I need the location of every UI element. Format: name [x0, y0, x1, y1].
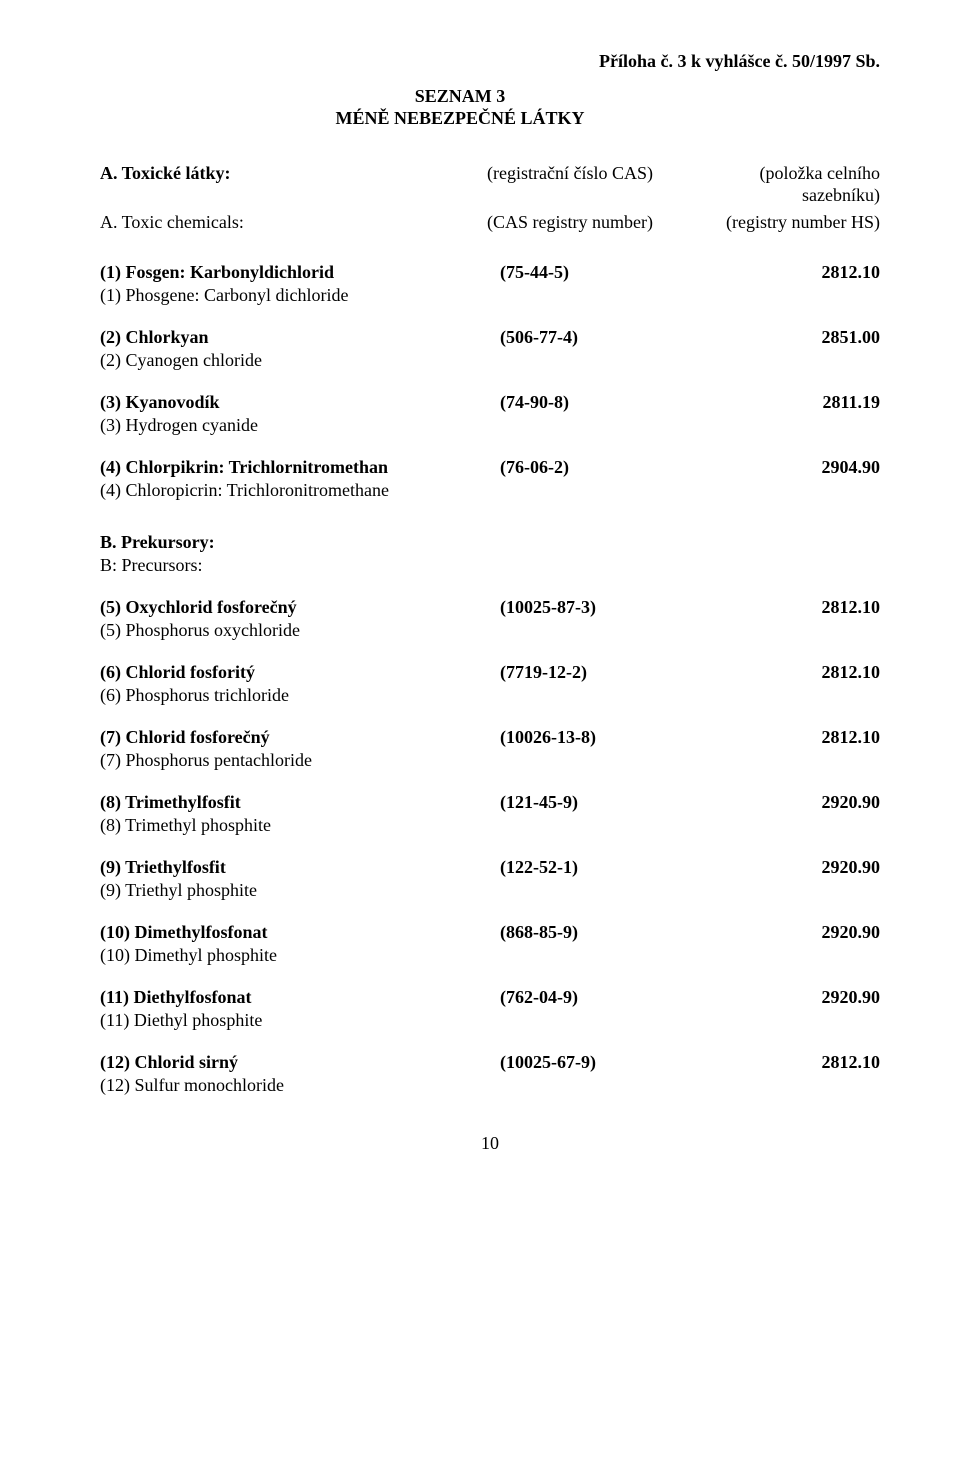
hs-code: 2812.10: [680, 1051, 880, 1074]
chemical-entry: (6) Chlorid fosforitý (7719-12-2) 2812.1…: [100, 661, 880, 706]
chemical-entry: (1) Fosgen: Karbonyldichlorid (75-44-5) …: [100, 261, 880, 306]
section-a-header: A. Toxické látky: (registrační číslo CAS…: [100, 162, 880, 234]
chemical-name-cz: (2) Chlorkyan: [100, 326, 500, 349]
chemical-entry: (9) Triethylfosfit (122-52-1) 2920.90 (9…: [100, 856, 880, 901]
chemical-name-en: (11) Diethyl phosphite: [100, 1009, 880, 1032]
chemical-entry: (2) Chlorkyan (506-77-4) 2851.00 (2) Cya…: [100, 326, 880, 371]
chemical-name-en: (5) Phosphorus oxychloride: [100, 619, 880, 642]
chemical-name-en: (3) Hydrogen cyanide: [100, 414, 880, 437]
chemical-name-cz: (6) Chlorid fosforitý: [100, 661, 500, 684]
cas-number: (10025-67-9): [500, 1051, 680, 1074]
chemical-name-cz: (11) Diethylfosfonat: [100, 986, 500, 1009]
hs-code: 2812.10: [680, 661, 880, 684]
hs-code: 2812.10: [680, 596, 880, 619]
cas-number: (10026-13-8): [500, 726, 680, 749]
section-a-label-en: A. Toxic chemicals:: [100, 211, 460, 234]
hs-code: 2920.90: [680, 921, 880, 944]
chemical-name-en: (1) Phosgene: Carbonyl dichloride: [100, 284, 880, 307]
hs-code: 2812.10: [680, 261, 880, 284]
hs-code: 2920.90: [680, 791, 880, 814]
chemical-name-cz: (9) Triethylfosfit: [100, 856, 500, 879]
chemical-name-en: (9) Triethyl phosphite: [100, 879, 880, 902]
chemical-entry: (4) Chlorpikrin: Trichlornitromethan (76…: [100, 456, 880, 501]
chemical-name-cz: (12) Chlorid sirný: [100, 1051, 500, 1074]
chemical-name-en: (6) Phosphorus trichloride: [100, 684, 880, 707]
attachment-header: Příloha č. 3 k vyhlášce č. 50/1997 Sb.: [100, 50, 880, 73]
cas-number: (121-45-9): [500, 791, 680, 814]
chemical-name-cz: (10) Dimethylfosfonat: [100, 921, 500, 944]
heading-line-2: MÉNĚ NEBEZPEČNÉ LÁTKY: [40, 107, 880, 130]
chemical-name-en: (2) Cyanogen chloride: [100, 349, 880, 372]
chemical-entry: (11) Diethylfosfonat (762-04-9) 2920.90 …: [100, 986, 880, 1031]
section-b-header: B. Prekursory: B: Precursors:: [100, 531, 880, 576]
chemical-name-en: (10) Dimethyl phosphite: [100, 944, 880, 967]
col-header-hs-en: (registry number HS): [680, 211, 880, 234]
chemical-name-en: (12) Sulfur monochloride: [100, 1074, 880, 1097]
chemical-name-en: (7) Phosphorus pentachloride: [100, 749, 880, 772]
section-a-label-cz: A. Toxické látky:: [100, 162, 460, 207]
chemical-entry: (7) Chlorid fosforečný (10026-13-8) 2812…: [100, 726, 880, 771]
hs-code: 2920.90: [680, 986, 880, 1009]
col-header-cas-en: (CAS registry number): [460, 211, 680, 234]
chemical-name-en: (4) Chloropicrin: Trichloronitromethane: [100, 479, 880, 502]
cas-number: (762-04-9): [500, 986, 680, 1009]
chemical-entry: (10) Dimethylfosfonat (868-85-9) 2920.90…: [100, 921, 880, 966]
chemical-name-cz: (7) Chlorid fosforečný: [100, 726, 500, 749]
cas-number: (7719-12-2): [500, 661, 680, 684]
hs-code: 2811.19: [680, 391, 880, 414]
cas-number: (10025-87-3): [500, 596, 680, 619]
hs-code: 2851.00: [680, 326, 880, 349]
document-heading: SEZNAM 3 MÉNĚ NEBEZPEČNÉ LÁTKY: [40, 85, 880, 130]
chemical-entry: (8) Trimethylfosfit (121-45-9) 2920.90 (…: [100, 791, 880, 836]
hs-code: 2920.90: [680, 856, 880, 879]
cas-number: (75-44-5): [500, 261, 680, 284]
chemical-name-cz: (3) Kyanovodík: [100, 391, 500, 414]
cas-number: (868-85-9): [500, 921, 680, 944]
section-b-label-cz: B. Prekursory:: [100, 531, 880, 554]
page-number: 10: [100, 1132, 880, 1155]
section-b-label-en: B: Precursors:: [100, 554, 880, 577]
chemical-entry: (3) Kyanovodík (74-90-8) 2811.19 (3) Hyd…: [100, 391, 880, 436]
chemical-name-en: (8) Trimethyl phosphite: [100, 814, 880, 837]
col-header-hs-cz: (položka celního sazebníku): [680, 162, 880, 207]
cas-number: (122-52-1): [500, 856, 680, 879]
hs-code: 2904.90: [680, 456, 880, 479]
chemical-name-cz: (5) Oxychlorid fosforečný: [100, 596, 500, 619]
heading-line-1: SEZNAM 3: [40, 85, 880, 108]
cas-number: (76-06-2): [500, 456, 680, 479]
chemical-entry: (12) Chlorid sirný (10025-67-9) 2812.10 …: [100, 1051, 880, 1096]
hs-code: 2812.10: [680, 726, 880, 749]
chemical-entry: (5) Oxychlorid fosforečný (10025-87-3) 2…: [100, 596, 880, 641]
chemical-name-cz: (1) Fosgen: Karbonyldichlorid: [100, 261, 500, 284]
cas-number: (74-90-8): [500, 391, 680, 414]
cas-number: (506-77-4): [500, 326, 680, 349]
chemical-name-cz: (8) Trimethylfosfit: [100, 791, 500, 814]
items-section-b: (5) Oxychlorid fosforečný (10025-87-3) 2…: [100, 596, 880, 1096]
col-header-cas-cz: (registrační číslo CAS): [460, 162, 680, 207]
chemical-name-cz: (4) Chlorpikrin: Trichlornitromethan: [100, 456, 500, 479]
items-section-a: (1) Fosgen: Karbonyldichlorid (75-44-5) …: [100, 261, 880, 501]
